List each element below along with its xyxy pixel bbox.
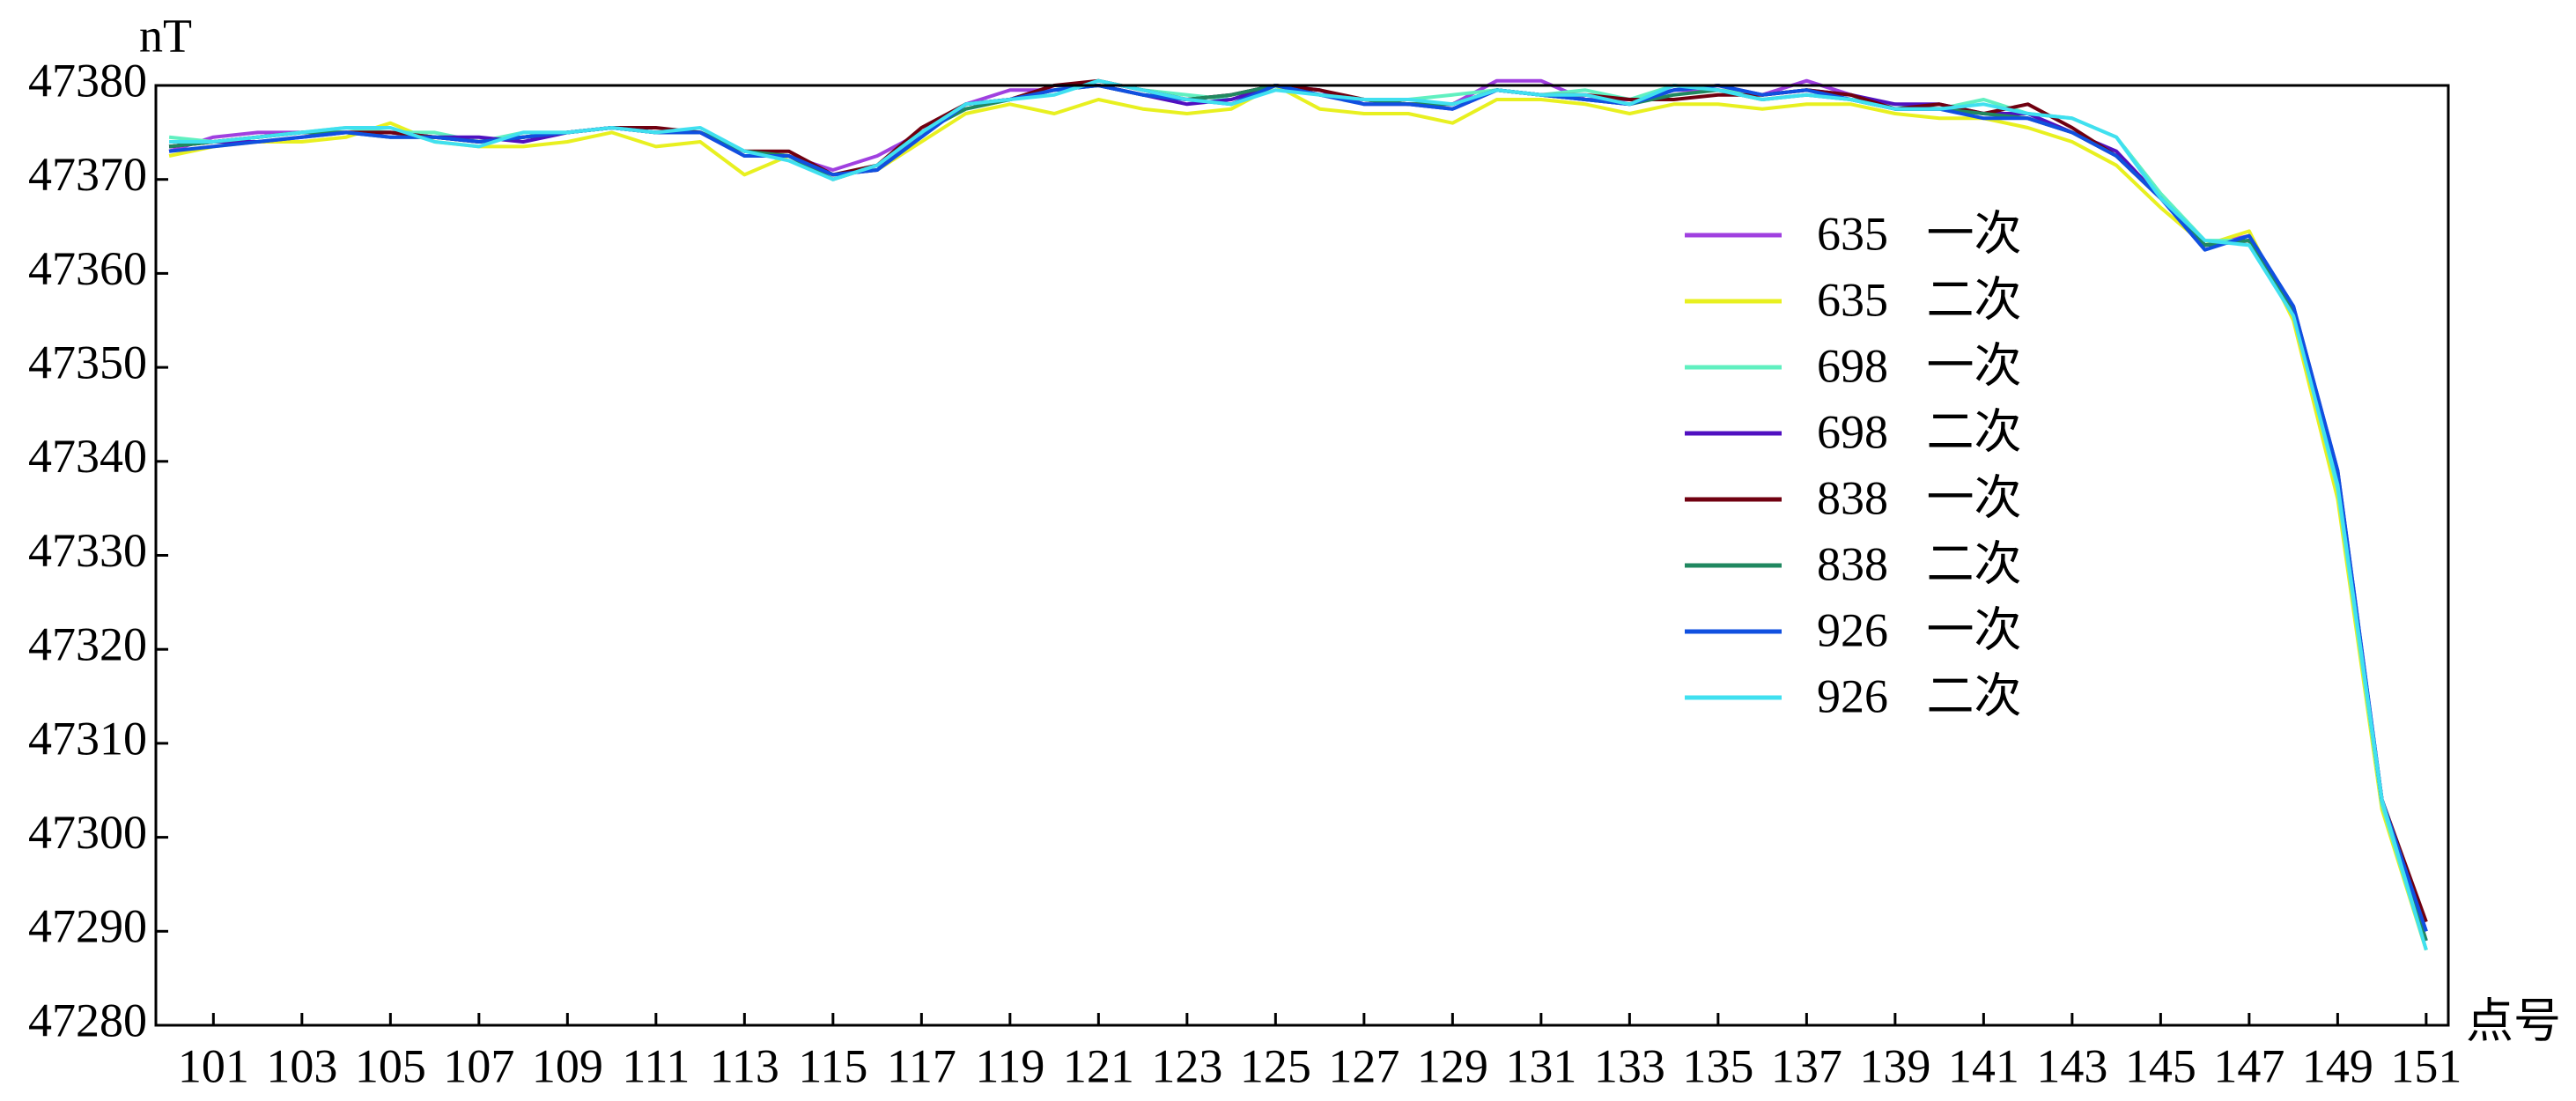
y-tick-label: 47320: [28, 618, 147, 671]
series-line: [169, 78, 2428, 951]
plot-frame: [154, 84, 2450, 1027]
legend-label: 926 二次: [1817, 669, 2022, 722]
x-tick-label: 115: [798, 1039, 867, 1092]
series-line: [168, 84, 2428, 951]
y-tick-label: 47290: [28, 900, 147, 953]
x-tick-label: 125: [1240, 1039, 1311, 1092]
x-tick-label: 113: [710, 1039, 779, 1092]
x-tick-label: 101: [178, 1039, 249, 1092]
y-tick-label: 47300: [28, 806, 147, 859]
x-tick-label: 135: [1682, 1039, 1753, 1092]
y-tick-label: 47280: [28, 994, 147, 1046]
x-tick-label: 121: [1063, 1039, 1134, 1092]
x-tick-label: 105: [355, 1039, 426, 1092]
x-tick-label: 127: [1328, 1039, 1399, 1092]
y-tick-label: 47310: [28, 712, 147, 765]
legend-label: 698 二次: [1817, 405, 2022, 458]
x-tick-label: 107: [443, 1039, 514, 1092]
legend-label: 698 一次: [1817, 339, 2022, 392]
x-axis-label: 点号: [2466, 994, 2561, 1047]
x-tick-label: 103: [266, 1039, 337, 1092]
y-tick-label: 47370: [28, 148, 147, 201]
legend-label: 635 二次: [1817, 273, 2022, 326]
x-tick-label: 109: [532, 1039, 603, 1092]
x-tick-label: 137: [1771, 1039, 1842, 1092]
legend-label: 635 一次: [1817, 207, 2022, 260]
x-tick-label: 111: [622, 1039, 690, 1092]
x-tick-label: 117: [887, 1039, 956, 1092]
y-tick-label: 47360: [28, 242, 147, 295]
x-tick-label: 151: [2390, 1039, 2462, 1092]
legend-label: 926 一次: [1817, 603, 2022, 656]
y-axis-label: nT: [139, 9, 192, 62]
x-tick-label: 145: [2125, 1039, 2196, 1092]
legend-label: 838 二次: [1817, 537, 2022, 590]
x-tick-label: 147: [2213, 1039, 2284, 1092]
x-tick-label: 133: [1594, 1039, 1665, 1092]
x-tick-label: 141: [1948, 1039, 2019, 1092]
x-tick-label: 119: [975, 1039, 1044, 1092]
y-tick-label: 47380: [28, 54, 147, 107]
x-tick-label: 139: [1859, 1039, 1930, 1092]
x-tick-label: 149: [2302, 1039, 2373, 1092]
y-tick-label: 47330: [28, 524, 147, 577]
x-tick-label: 143: [2036, 1039, 2107, 1092]
x-tick-label: 129: [1417, 1039, 1488, 1092]
x-tick-label: 131: [1505, 1039, 1576, 1092]
legend-label: 838 一次: [1817, 471, 2022, 524]
series-line: [168, 84, 2428, 932]
y-tick-label: 47340: [28, 430, 147, 483]
y-tick-label: 47350: [28, 336, 147, 388]
x-tick-label: 123: [1151, 1039, 1222, 1092]
